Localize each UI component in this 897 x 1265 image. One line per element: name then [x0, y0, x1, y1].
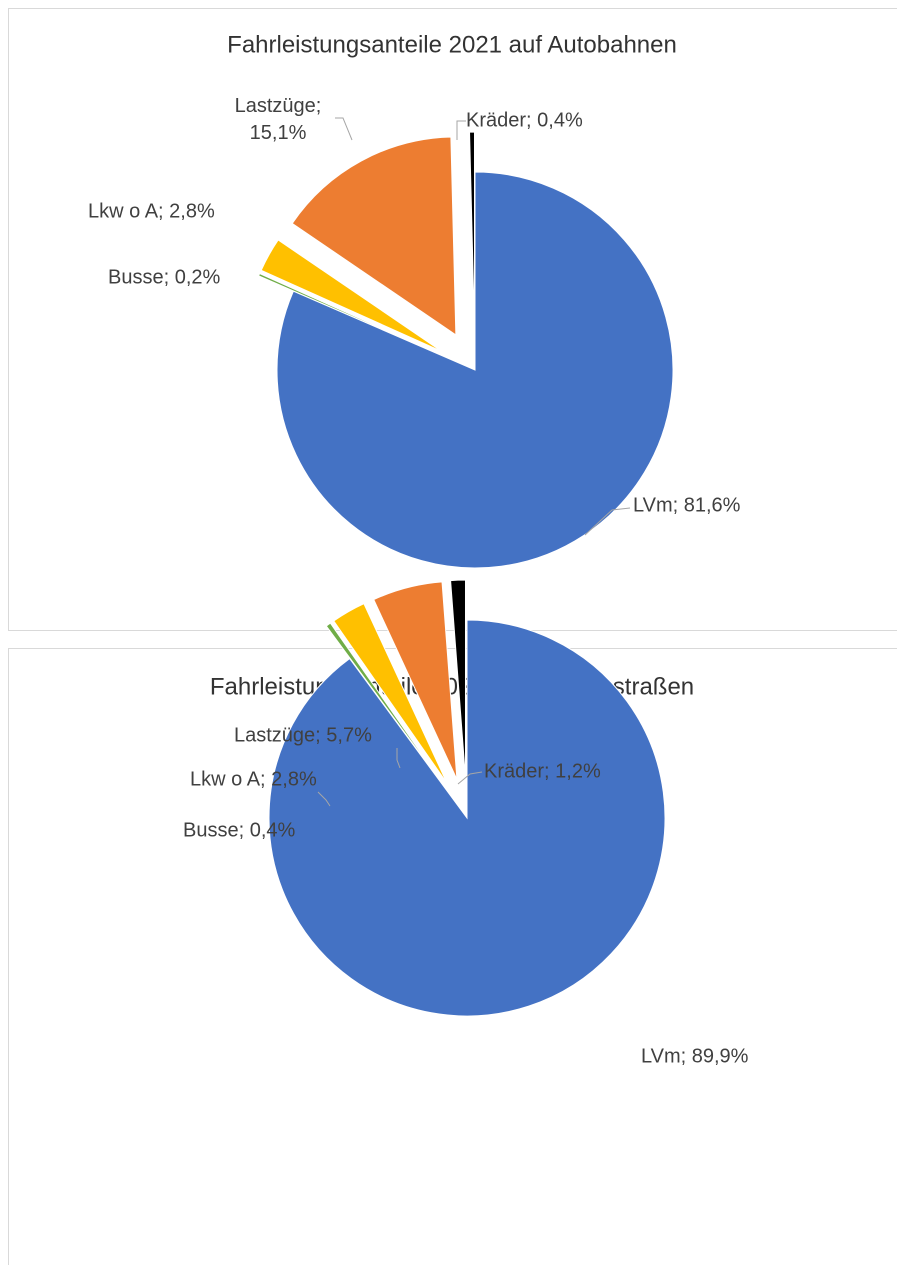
data-label: LVm; 81,6% [633, 494, 741, 516]
leader-line [396, 748, 401, 769]
leader-line [317, 791, 331, 807]
chart-title: Fahrleistungsanteile 2021 auf Autobahnen [227, 31, 677, 58]
pie-slice [469, 131, 475, 331]
leader-line [457, 771, 483, 785]
pie-slice [291, 136, 457, 336]
data-label: Lastzüge; 5,7% [234, 724, 372, 746]
pie-slice [325, 622, 445, 786]
data-label: Kräder; 0,4% [466, 109, 583, 131]
pie-slice [333, 602, 448, 784]
data-label: Busse; 0,2% [108, 266, 221, 288]
data-label: LVm; 89,9% [641, 1045, 749, 1067]
data-label: Busse; 0,4% [183, 819, 296, 841]
pie-slice [268, 619, 666, 1017]
data-label: Lastzüge; 15,1% [235, 95, 322, 144]
pie-slice [257, 272, 441, 356]
pie-slice [276, 171, 674, 569]
pie-slice [260, 239, 443, 352]
data-label: Lkw o A; 2,8% [88, 200, 215, 222]
leader-line [335, 117, 353, 141]
leader-line [584, 507, 631, 536]
leader-line [456, 120, 466, 140]
pie-slice [450, 579, 466, 779]
pie-slice [373, 581, 458, 780]
data-label: Lkw o A; 2,8% [190, 768, 317, 790]
data-label: Kräder; 1,2% [484, 760, 601, 782]
